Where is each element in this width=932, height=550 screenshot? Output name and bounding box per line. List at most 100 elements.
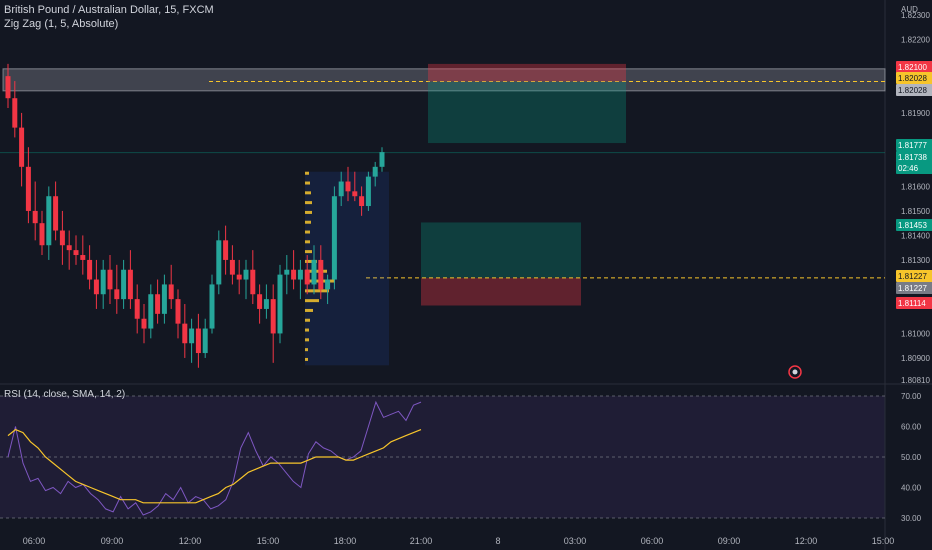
price-label-text: 1.82100	[898, 63, 927, 72]
reward-zone	[421, 222, 581, 278]
candle	[175, 299, 181, 324]
chart-title: British Pound / Australian Dollar, 15, F…	[4, 4, 214, 16]
price-tick: 1.82300	[901, 11, 930, 20]
candle	[311, 259, 317, 285]
volume-profile-bar	[305, 201, 312, 205]
candle	[243, 269, 249, 280]
candle	[318, 259, 324, 290]
price-label-text: 1.81227	[898, 272, 927, 281]
volume-profile-bar	[305, 191, 311, 195]
candle	[5, 76, 11, 99]
rsi-legend: RSI (14, close, SMA, 14, 2)	[4, 389, 126, 400]
candle	[107, 269, 113, 290]
alert-icon	[788, 365, 802, 379]
candle	[277, 274, 283, 334]
time-tick: 15:00	[872, 536, 895, 546]
price-label	[896, 139, 932, 151]
candle	[100, 269, 106, 295]
candle	[182, 323, 188, 344]
rsi-line	[7, 400, 422, 516]
price-label-text: 1.81227	[898, 284, 927, 293]
candle	[345, 181, 351, 192]
rsi-band	[0, 396, 885, 518]
candle	[257, 294, 263, 309]
volume-profile-bar	[305, 230, 310, 234]
candle	[127, 269, 133, 300]
price-label-text: 1.81777	[898, 141, 927, 150]
candle	[229, 259, 235, 275]
price-label-text: 1.82028	[898, 74, 927, 83]
volume-profile-bar	[305, 328, 309, 332]
candle	[141, 318, 147, 329]
rsi-tick: 70.00	[901, 392, 922, 401]
volume-profile-area	[305, 171, 389, 366]
price-label	[896, 282, 932, 294]
candle	[12, 98, 18, 128]
price-label	[896, 61, 932, 73]
rsi-tick: 60.00	[901, 423, 922, 432]
candle	[25, 166, 31, 211]
price-tick: 1.81000	[901, 329, 930, 338]
volume-profile-bar	[305, 357, 308, 361]
volume-profile-bar	[305, 289, 329, 293]
volume-profile-bar	[305, 318, 310, 322]
currency-label: AUD	[901, 5, 918, 14]
candle	[202, 328, 208, 354]
price-tick: 1.81400	[901, 231, 930, 240]
candle	[209, 284, 215, 329]
candle	[297, 269, 303, 280]
candle	[46, 196, 52, 246]
zigzag-indicator-label: Zig Zag (1, 5, Absolute)	[4, 18, 119, 30]
candle	[53, 196, 59, 231]
candle	[168, 284, 174, 300]
time-tick: 15:00	[257, 536, 280, 546]
candle	[66, 245, 72, 251]
volume-profile-bar	[305, 250, 312, 254]
price-label	[896, 219, 932, 231]
candle	[379, 152, 385, 167]
candle	[263, 299, 269, 309]
price-label-text: 02:46	[898, 164, 919, 173]
volume-profile-bar	[305, 210, 312, 214]
time-tick: 21:00	[410, 536, 433, 546]
candle	[39, 223, 45, 246]
candle	[365, 176, 371, 207]
candle	[325, 279, 331, 290]
candle	[59, 230, 65, 246]
rsi-tick: 40.00	[901, 484, 922, 493]
price-tick: 1.82200	[901, 35, 930, 44]
price-label	[896, 84, 932, 96]
supply-zone	[2, 68, 886, 92]
rsi-tick: 50.00	[901, 453, 922, 462]
candle	[155, 294, 161, 314]
time-tick: 09:00	[718, 536, 741, 546]
candle	[223, 240, 229, 260]
candle	[161, 284, 167, 314]
reward-zone	[428, 81, 626, 144]
candle	[331, 196, 337, 280]
time-tick: 18:00	[334, 536, 357, 546]
time-tick: 06:00	[641, 536, 664, 546]
time-tick: 12:00	[795, 536, 818, 546]
volume-profile-bar	[305, 338, 309, 342]
time-tick: 12:00	[179, 536, 202, 546]
candle	[195, 328, 201, 354]
candle	[250, 269, 256, 295]
volume-profile-bar	[305, 259, 317, 263]
price-label	[896, 297, 932, 309]
volume-profile-bar	[305, 299, 319, 303]
candle	[372, 166, 378, 177]
price-label-text: 1.81738	[898, 153, 927, 162]
price-tick: 1.80810	[901, 376, 930, 385]
price-tick: 1.81600	[901, 182, 930, 191]
rsi-ma-line	[7, 428, 422, 504]
candle	[338, 181, 344, 197]
candle	[284, 269, 290, 275]
price-label	[896, 162, 932, 174]
time-tick: 03:00	[564, 536, 587, 546]
volume-profile-bar	[305, 308, 313, 312]
volume-profile-bar	[305, 348, 308, 352]
price-tick: 1.81900	[901, 109, 930, 118]
alert-icon-dot	[792, 369, 798, 375]
